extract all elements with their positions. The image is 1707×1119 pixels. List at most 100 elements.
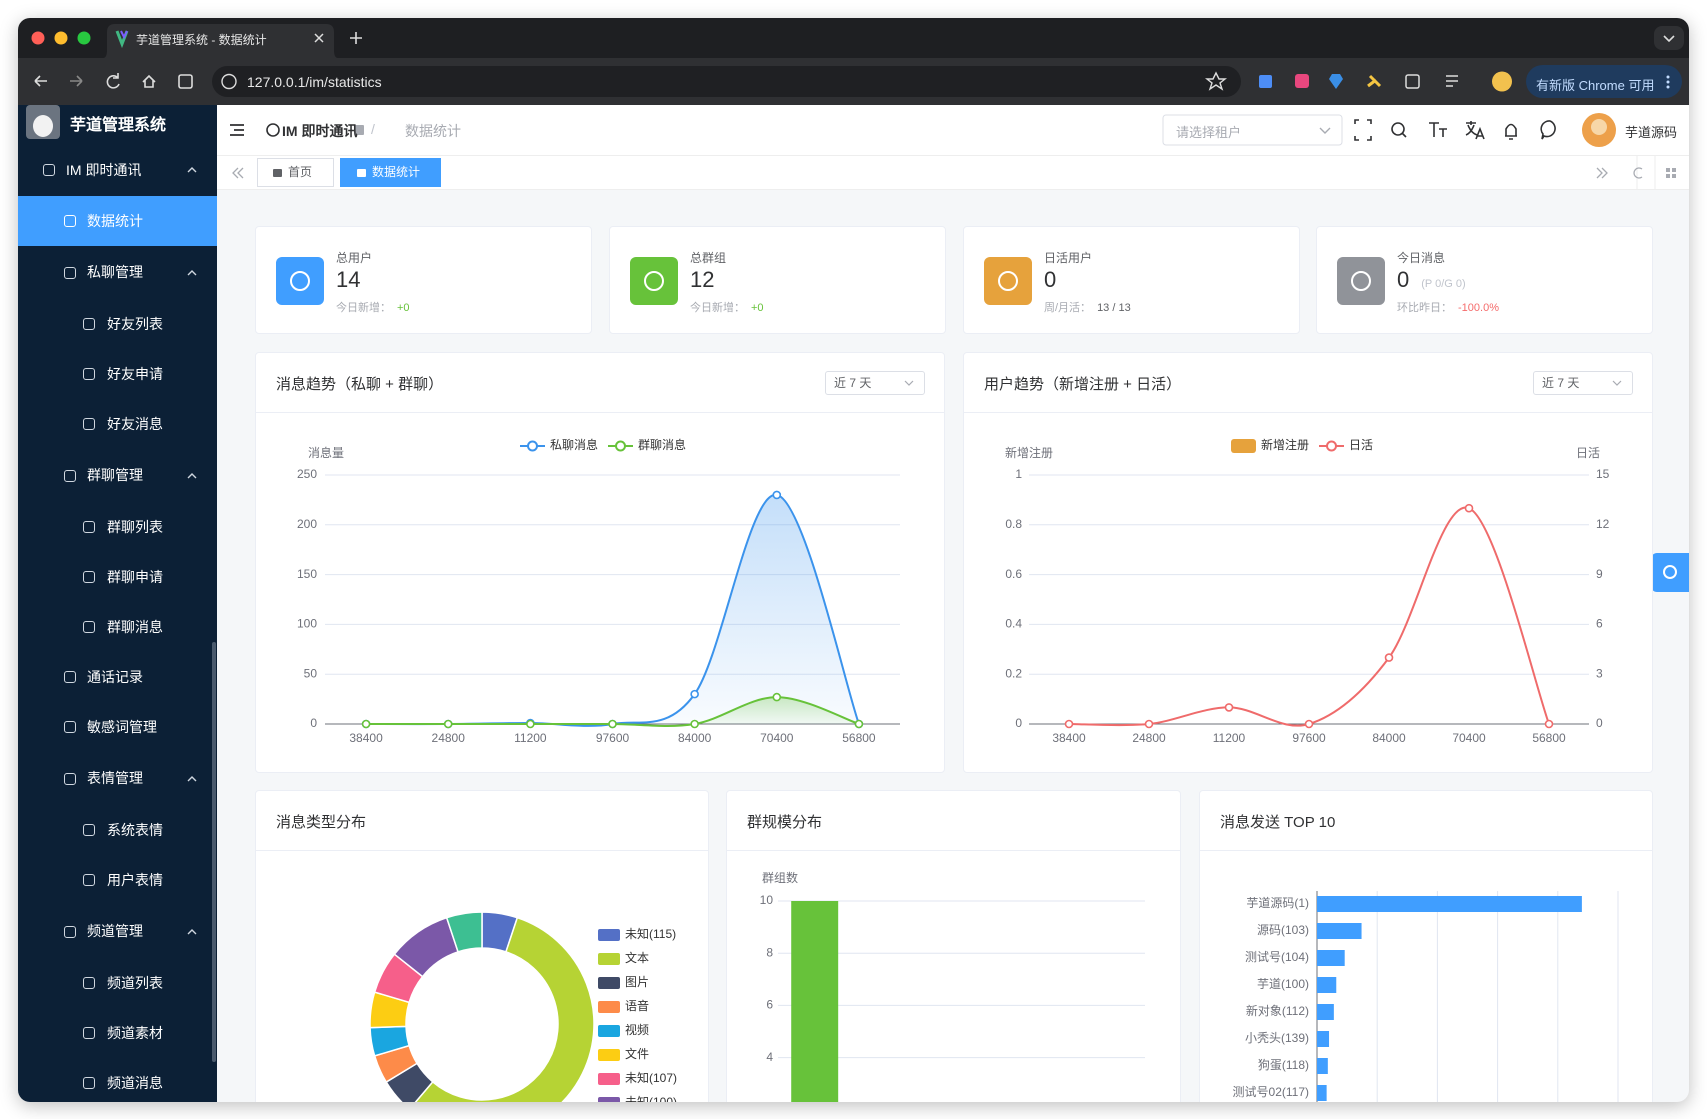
bookmark-star[interactable]: [1205, 71, 1227, 91]
menu-item[interactable]: 频道消息: [18, 1058, 217, 1102]
menu-item[interactable]: 群聊管理: [18, 449, 217, 502]
update-menu-dots: [1666, 75, 1670, 89]
menu-item[interactable]: 好友消息: [18, 399, 217, 449]
range-select[interactable]: 近 7 天: [825, 371, 925, 395]
tags-bar: [217, 156, 1689, 190]
menu-item[interactable]: 用户表情: [18, 855, 217, 905]
menu-label: IM 即时通讯: [66, 162, 142, 178]
y-tick-label: 0.4: [1005, 617, 1022, 631]
menu-item[interactable]: 好友申请: [18, 349, 217, 399]
menu-item[interactable]: 私聊管理: [18, 246, 217, 299]
menu-item[interactable]: 数据统计: [18, 196, 217, 246]
legend-label: 新增注册: [1261, 437, 1309, 452]
menu-item[interactable]: 好友列表: [18, 299, 217, 349]
tenant-select[interactable]: [1162, 114, 1343, 146]
search-button[interactable]: [1391, 122, 1405, 136]
menu-icon: [83, 621, 95, 633]
back-button[interactable]: [34, 75, 47, 87]
chat-button[interactable]: [1540, 120, 1556, 140]
settings-icon: [1663, 565, 1677, 579]
home-button[interactable]: [142, 74, 156, 88]
menu-item[interactable]: 频道素材: [18, 1008, 217, 1058]
line: [1068, 506, 1550, 727]
refresh-tab[interactable]: [1633, 167, 1643, 179]
menu-item[interactable]: 群聊申请: [18, 552, 217, 602]
menu-item[interactable]: 频道管理: [18, 905, 217, 958]
tag[interactable]: 首页: [257, 158, 334, 187]
zoom-light[interactable]: [77, 31, 91, 45]
font-size-button[interactable]: [1429, 122, 1447, 137]
scroll-left[interactable]: [232, 167, 244, 179]
chevron: [187, 167, 197, 173]
menu-icon: [83, 1027, 95, 1039]
profile-avatar[interactable]: [1492, 71, 1512, 92]
sidebar-scrollbar[interactable]: [212, 642, 216, 1062]
chart-card: 消息发送 TOP 10 芋道源码(1) 源码(103) 测试号(104) 芋道(100)…: [1199, 790, 1653, 1102]
tag-label: 首页: [288, 165, 313, 179]
menu-item[interactable]: IM 即时通讯: [18, 144, 217, 196]
settings-button[interactable]: [1651, 553, 1689, 592]
menu-item[interactable]: 表情管理: [18, 752, 217, 805]
collapse-button[interactable]: [230, 124, 244, 136]
menu-chevron: [187, 472, 197, 478]
extensions-menu[interactable]: [1405, 74, 1420, 89]
update-button[interactable]: [1526, 65, 1682, 98]
scroll-right[interactable]: [1596, 167, 1608, 179]
stat-sub-label: 今日新增：: [690, 302, 745, 314]
new-tab[interactable]: [350, 32, 362, 44]
stat-value-row: 0: [1044, 267, 1056, 293]
reading-list[interactable]: [1446, 75, 1458, 87]
legend-label: 视频: [625, 1022, 649, 1037]
menu-item[interactable]: 群聊消息: [18, 602, 217, 652]
fullscreen-button[interactable]: [1354, 119, 1372, 141]
tab-search-icon: [1663, 35, 1675, 43]
menu-label: 好友列表: [107, 316, 163, 332]
reload-button[interactable]: [106, 73, 120, 89]
language-button[interactable]: [1465, 121, 1485, 140]
menu-icon: [83, 571, 95, 583]
notice-button[interactable]: [1505, 123, 1517, 140]
menu-item[interactable]: 敏感词管理: [18, 702, 217, 752]
x-tick-label: 11200: [514, 731, 547, 745]
range-select[interactable]: 近 7 天: [1533, 371, 1633, 395]
forward-button[interactable]: [70, 75, 83, 87]
x-tick-label: 70400: [760, 731, 794, 745]
minimize-light[interactable]: [54, 31, 68, 45]
stat-label: 日活用户: [1044, 251, 1093, 265]
stat-icon-glyph: [644, 271, 664, 291]
arrow: [904, 380, 914, 386]
extension-icon[interactable]: [1329, 74, 1343, 89]
menu-item[interactable]: 系统表情: [18, 805, 217, 855]
extension-icon[interactable]: [1295, 74, 1309, 88]
tab-menu[interactable]: [1666, 168, 1670, 172]
menu-item[interactable]: 通话记录: [18, 652, 217, 702]
stat-card: 日活用户 0 周/月活： 13 / 13: [963, 226, 1300, 334]
tab-close[interactable]: [314, 33, 324, 43]
tab-search[interactable]: [1654, 26, 1684, 50]
y-axis-label: 消息量: [308, 445, 344, 460]
area: [366, 697, 859, 726]
legend-label: 图片: [625, 975, 649, 989]
stat-value: 0: [1044, 267, 1057, 292]
menu-icon: [64, 772, 76, 785]
tag[interactable]: 数据统计: [340, 158, 441, 187]
active-tab[interactable]: [103, 24, 338, 58]
extension-icon[interactable]: [1367, 74, 1382, 88]
menu-icon: [43, 164, 55, 176]
bar: [791, 901, 839, 1102]
menu-item[interactable]: 频道列表: [18, 958, 217, 1008]
close-light[interactable]: [31, 31, 45, 45]
logo: [26, 105, 60, 139]
site-info[interactable]: [221, 73, 237, 90]
address-bar[interactable]: [212, 66, 1241, 97]
user-name[interactable]: 芋道源码: [1625, 125, 1678, 140]
menu-icon: [64, 721, 76, 733]
extension-icon[interactable]: [1259, 75, 1272, 88]
chart-card: 群规模分布0246810群组数: [726, 790, 1181, 1102]
breadcrumb-item[interactable]: IM 即时通讯: [282, 123, 358, 139]
chart-header: [256, 791, 708, 851]
menu-item[interactable]: 群聊列表: [18, 502, 217, 552]
point: [1224, 703, 1234, 712]
legend-label: 未知(115): [625, 927, 676, 941]
split-button[interactable]: [178, 74, 193, 89]
